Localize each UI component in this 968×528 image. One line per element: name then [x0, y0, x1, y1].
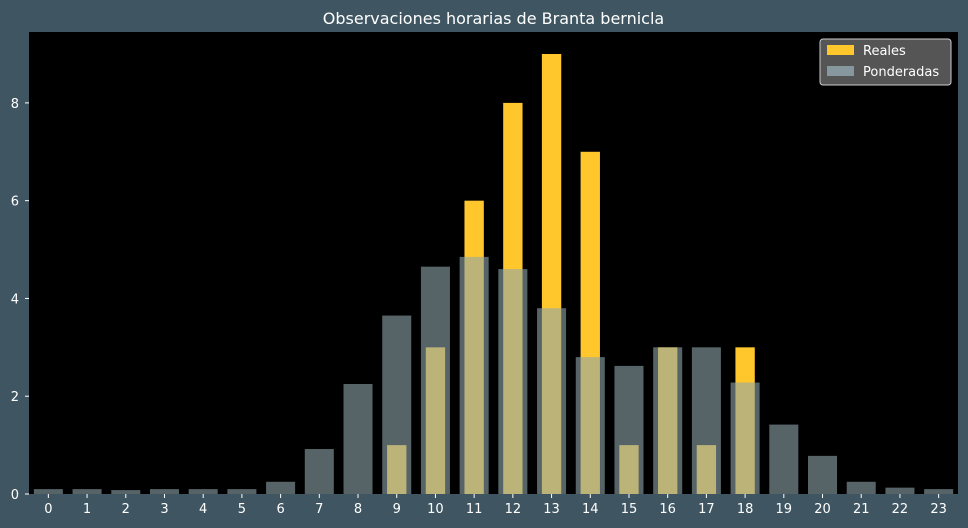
x-tick-label-7: 7 — [315, 502, 323, 517]
bar-ponderadas-21 — [846, 481, 876, 494]
plot-area — [29, 32, 958, 494]
bar-ponderadas-5 — [227, 489, 257, 494]
y-tick-label-4: 4 — [11, 292, 19, 307]
bar-ponderadas-15 — [614, 365, 644, 494]
bar-ponderadas-14 — [575, 357, 605, 494]
bar-ponderadas-8 — [343, 384, 373, 494]
y-tick-label-0: 0 — [11, 488, 19, 503]
legend-label-ponderadas: Ponderadas — [863, 65, 939, 80]
x-tick-label-20: 20 — [814, 502, 831, 517]
bar-ponderadas-1 — [72, 489, 102, 494]
bar-ponderadas-12 — [498, 269, 528, 494]
axes-layer: 0 1 2 3 4 5 6 7 8 9 10 11 12 13 14 15 16 17 18 19 20 21 22 2302… — [11, 97, 947, 517]
x-tick-label-16: 16 — [659, 502, 676, 517]
x-tick-label-18: 18 — [737, 502, 754, 517]
bar-ponderadas-7 — [304, 449, 334, 494]
legend-swatch-reales — [827, 45, 854, 55]
chart-title: Observaciones horarias de Branta bernicl… — [323, 9, 664, 28]
y-tick-label-8: 8 — [11, 97, 19, 112]
x-tick-label-15: 15 — [621, 502, 638, 517]
legend: Reales Ponderadas — [819, 38, 952, 86]
bar-ponderadas-18 — [730, 382, 760, 494]
bar-ponderadas-3 — [149, 489, 179, 494]
bar-ponderadas-9 — [382, 315, 412, 494]
x-tick-label-3: 3 — [160, 502, 168, 517]
x-tick-label-23: 23 — [930, 502, 947, 517]
x-tick-label-2: 2 — [122, 502, 130, 517]
x-tick-label-17: 17 — [698, 502, 715, 517]
x-tick-label-4: 4 — [199, 502, 207, 517]
legend-swatch-ponderadas — [827, 66, 854, 76]
x-tick-label-10: 10 — [427, 502, 444, 517]
x-tick-label-8: 8 — [354, 502, 362, 517]
bar-ponderadas-23 — [924, 489, 954, 494]
bar-ponderadas-19 — [769, 424, 799, 494]
y-tick-label-2: 2 — [11, 390, 19, 405]
bar-ponderadas-22 — [885, 487, 915, 494]
bar-ponderadas-10 — [420, 266, 450, 494]
x-tick-label-6: 6 — [276, 502, 284, 517]
bar-ponderadas-17 — [691, 347, 721, 494]
legend-label-reales: Reales — [863, 44, 906, 59]
x-tick-label-11: 11 — [466, 502, 483, 517]
x-tick-label-14: 14 — [582, 502, 599, 517]
x-tick-label-13: 13 — [543, 502, 560, 517]
x-tick-label-9: 9 — [393, 502, 401, 517]
bars-layer — [33, 54, 954, 494]
x-tick-label-0: 0 — [44, 502, 52, 517]
x-tick-label-19: 19 — [776, 502, 793, 517]
bar-ponderadas-13 — [537, 308, 567, 494]
bar-ponderadas-6 — [266, 481, 296, 494]
y-tick-label-6: 6 — [11, 195, 19, 210]
bar-ponderadas-11 — [459, 256, 489, 494]
x-tick-label-12: 12 — [505, 502, 522, 517]
bar-ponderadas-20 — [808, 455, 838, 494]
x-tick-label-1: 1 — [83, 502, 91, 517]
x-tick-label-5: 5 — [238, 502, 246, 517]
bar-ponderadas-16 — [653, 347, 683, 494]
bar-ponderadas-4 — [188, 489, 218, 494]
bar-ponderadas-0 — [33, 489, 63, 494]
x-tick-label-22: 22 — [892, 502, 909, 517]
bar-ponderadas-2 — [111, 490, 141, 494]
x-tick-label-21: 21 — [853, 502, 870, 517]
